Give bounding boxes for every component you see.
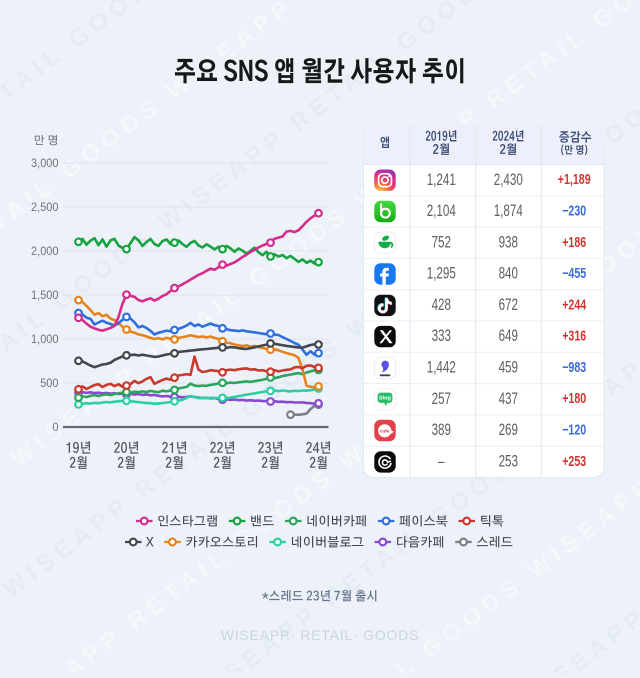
- svg-text:672: 672: [499, 295, 519, 313]
- svg-text:253: 253: [499, 452, 519, 470]
- svg-text:2,430: 2,430: [494, 170, 523, 188]
- svg-text:1,000: 1,000: [31, 332, 58, 346]
- svg-text:+180: +180: [562, 389, 586, 406]
- svg-text:752: 752: [432, 232, 452, 250]
- svg-text:1,295: 1,295: [427, 264, 456, 282]
- svg-text:−230: −230: [562, 202, 586, 219]
- svg-text:−983: −983: [562, 358, 586, 375]
- svg-text:428: 428: [432, 295, 452, 313]
- svg-text:+186: +186: [562, 233, 586, 250]
- svg-text:cafe: cafe: [380, 428, 390, 434]
- svg-text:WISEAPP· RETAIL· GOODS: WISEAPP· RETAIL· GOODS: [221, 627, 420, 643]
- svg-text:+316: +316: [562, 327, 586, 344]
- svg-text:459: 459: [499, 358, 519, 376]
- svg-text:3,000: 3,000: [31, 156, 58, 170]
- svg-text:−455: −455: [562, 264, 586, 281]
- svg-text:500: 500: [40, 376, 58, 390]
- svg-text:840: 840: [499, 264, 519, 282]
- svg-text:938: 938: [499, 232, 519, 250]
- svg-text:0: 0: [52, 420, 58, 434]
- svg-text:+253: +253: [562, 452, 586, 469]
- svg-text:389: 389: [432, 420, 452, 438]
- svg-text:+244: +244: [562, 296, 587, 313]
- svg-text:649: 649: [499, 326, 519, 344]
- svg-text:2,500: 2,500: [31, 200, 58, 214]
- svg-text:blog: blog: [379, 396, 391, 402]
- svg-text:2,104: 2,104: [427, 201, 456, 219]
- svg-text:1,442: 1,442: [427, 358, 456, 376]
- svg-text:–: –: [438, 452, 445, 470]
- svg-text:269: 269: [499, 420, 519, 438]
- svg-text:−120: −120: [562, 421, 586, 438]
- svg-text:2,000: 2,000: [31, 244, 58, 258]
- svg-text:437: 437: [499, 389, 519, 407]
- svg-text:1,874: 1,874: [494, 201, 523, 219]
- svg-text:1,241: 1,241: [427, 170, 456, 188]
- svg-text:333: 333: [432, 326, 452, 344]
- svg-text:1,500: 1,500: [31, 288, 58, 302]
- svg-text:257: 257: [432, 389, 452, 407]
- svg-text:+1,189: +1,189: [558, 170, 591, 187]
